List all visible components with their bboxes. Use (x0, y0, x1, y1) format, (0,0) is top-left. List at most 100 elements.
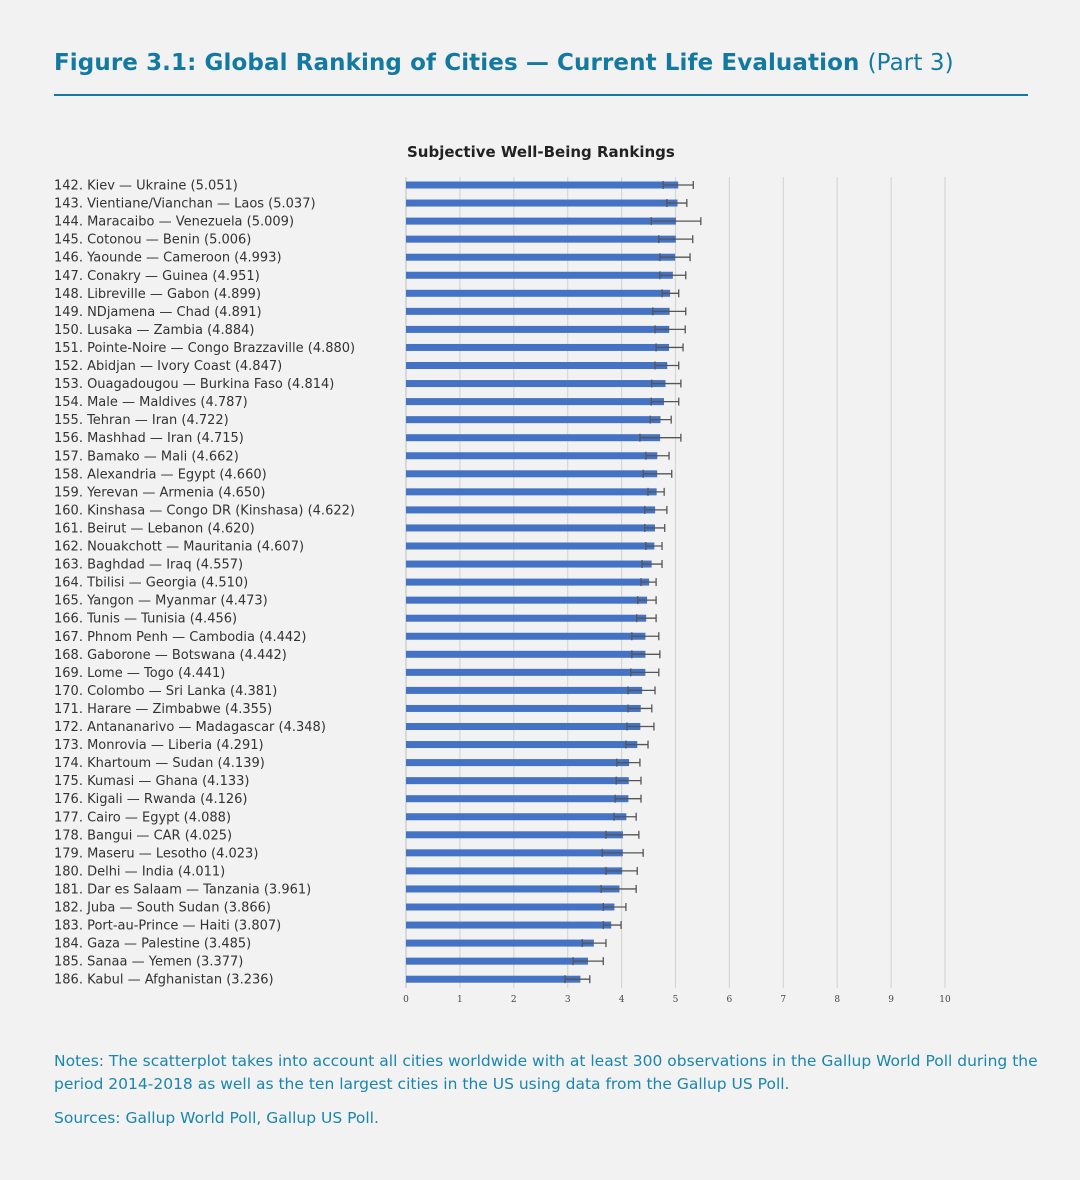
city-label: 158. Alexandria — Egypt (4.660) (54, 467, 267, 482)
bar (406, 362, 668, 369)
x-tick-label: 4 (619, 995, 625, 1005)
figure-title-main: Figure 3.1: Global Ranking of Cities — C… (54, 50, 860, 76)
bar (406, 903, 615, 911)
city-label: 165. Yangon — Myanmar (4.473) (54, 594, 268, 609)
bar (406, 957, 589, 965)
bar (406, 380, 666, 388)
city-label: 177. Cairo — Egypt (4.088) (54, 810, 231, 825)
bar (406, 831, 623, 839)
bar (406, 921, 612, 929)
figure-title: Figure 3.1: Global Ranking of Cities — C… (54, 50, 954, 76)
city-label: 181. Dar es Salaam — Tanzania (3.961) (54, 882, 311, 897)
bar (406, 199, 678, 207)
x-tick-label: 6 (727, 995, 733, 1005)
city-label: 182. Juba — South Sudan (3.866) (54, 901, 271, 916)
bar (406, 289, 671, 297)
city-label: 152. Abidjan — Ivory Coast (4.847) (54, 359, 282, 374)
city-label: 174. Khartoum — Sudan (4.139) (54, 756, 265, 771)
city-label: 184. Gaza — Palestine (3.485) (54, 937, 251, 952)
x-tick-label: 9 (888, 995, 894, 1005)
bar (406, 795, 629, 803)
x-tick-label: 10 (939, 995, 951, 1005)
bar (406, 596, 648, 604)
bar (406, 975, 581, 983)
city-label: 186. Kabul — Afghanistan (3.236) (54, 973, 274, 988)
bar (406, 759, 630, 767)
bar (406, 867, 623, 875)
city-label: 153. Ouagadougou — Burkina Faso (4.814) (54, 377, 334, 392)
x-tick-label: 3 (565, 995, 571, 1005)
x-tick-label: 2 (511, 995, 517, 1005)
city-label: 170. Colombo — Sri Lanka (4.381) (54, 684, 277, 699)
city-label: 185. Sanaa — Yemen (3.377) (54, 955, 243, 970)
city-label: 156. Mashhad — Iran (4.715) (54, 431, 244, 446)
bar (406, 632, 646, 640)
city-label: 161. Beirut — Lebanon (4.620) (54, 521, 255, 536)
bar (406, 939, 594, 947)
city-label: 144. Maracaibo — Venezuela (5.009) (54, 215, 294, 230)
bar (406, 668, 646, 676)
city-label: 175. Kumasi — Ghana (4.133) (54, 774, 249, 789)
city-label: 145. Cotonou — Benin (5.006) (54, 233, 251, 248)
bar (406, 849, 623, 857)
bar (406, 506, 656, 514)
city-label: 149. NDjamena — Chad (4.891) (54, 305, 262, 320)
city-label: 164. Tbilisi — Georgia (4.510) (54, 576, 248, 591)
city-label: 159. Yerevan — Armenia (4.650) (54, 485, 266, 500)
city-label: 162. Nouakchott — Mauritania (4.607) (54, 540, 304, 555)
bar (406, 434, 661, 442)
city-label: 155. Tehran — Iran (4.722) (54, 413, 229, 428)
bar (406, 542, 655, 550)
bar (406, 181, 679, 189)
x-tick-label: 5 (673, 995, 679, 1005)
city-label: 166. Tunis — Tunisia (4.456) (54, 612, 237, 627)
bar (406, 650, 646, 658)
bar (406, 325, 670, 333)
city-label: 148. Libreville — Gabon (4.899) (54, 287, 261, 302)
bar (406, 614, 647, 622)
city-label: 169. Lome — Togo (4.441) (54, 666, 225, 681)
bar (406, 704, 641, 712)
figure-title-part: (Part 3) (867, 50, 954, 76)
bar (406, 777, 629, 785)
bar (406, 524, 656, 532)
city-label: 168. Gaborone — Botswana (4.442) (54, 648, 287, 663)
city-label: 150. Lusaka — Zambia (4.884) (54, 323, 254, 338)
bar (406, 343, 670, 351)
city-label: 180. Delhi — India (4.011) (54, 864, 225, 879)
city-label: 171. Harare — Zimbabwe (4.355) (54, 702, 272, 717)
city-label: 157. Bamako — Mali (4.662) (54, 449, 239, 464)
city-label: 167. Phnom Penh — Cambodia (4.442) (54, 630, 307, 645)
city-label: 151. Pointe-Noire — Congo Brazzaville (4… (54, 341, 355, 356)
notes: Notes: The scatterplot takes into accoun… (54, 1052, 1038, 1093)
city-label: 176. Kigali — Rwanda (4.126) (54, 792, 248, 807)
city-label: 147. Conakry — Guinea (4.951) (54, 269, 260, 284)
bar (406, 235, 676, 243)
city-label: 163. Baghdad — Iraq (4.557) (54, 558, 243, 573)
x-tick-label: 1 (457, 995, 463, 1005)
bar (406, 741, 638, 749)
bar (406, 723, 641, 730)
x-tick-label: 7 (780, 995, 786, 1005)
bar (406, 488, 657, 496)
bar (406, 813, 627, 821)
city-label: 154. Male — Maldives (4.787) (54, 395, 248, 410)
bar (406, 885, 620, 893)
city-label: 179. Maseru — Lesotho (4.023) (54, 846, 258, 861)
bar (406, 307, 670, 315)
city-label: 183. Port-au-Prince — Haiti (3.807) (54, 919, 281, 934)
bar (406, 578, 650, 586)
city-label: 142. Kiev — Ukraine (5.051) (54, 179, 238, 194)
bar (406, 416, 661, 424)
bar (406, 253, 676, 261)
bar (406, 398, 665, 406)
chart-title: Subjective Well-Being Rankings (407, 143, 675, 161)
x-tick-label: 8 (834, 995, 840, 1005)
city-label: 173. Monrovia — Liberia (4.291) (54, 738, 264, 753)
bar (406, 560, 652, 568)
bar (406, 271, 673, 279)
bar (406, 686, 643, 694)
title-rule (54, 94, 1028, 96)
city-label: 143. Vientiane/Vianchan — Laos (5.037) (54, 197, 316, 212)
ranking-chart: 0 1 2 3 4 5 6 7 8 9 10 142. Kiev — Ukraine (5.051) 1… (54, 177, 951, 1005)
